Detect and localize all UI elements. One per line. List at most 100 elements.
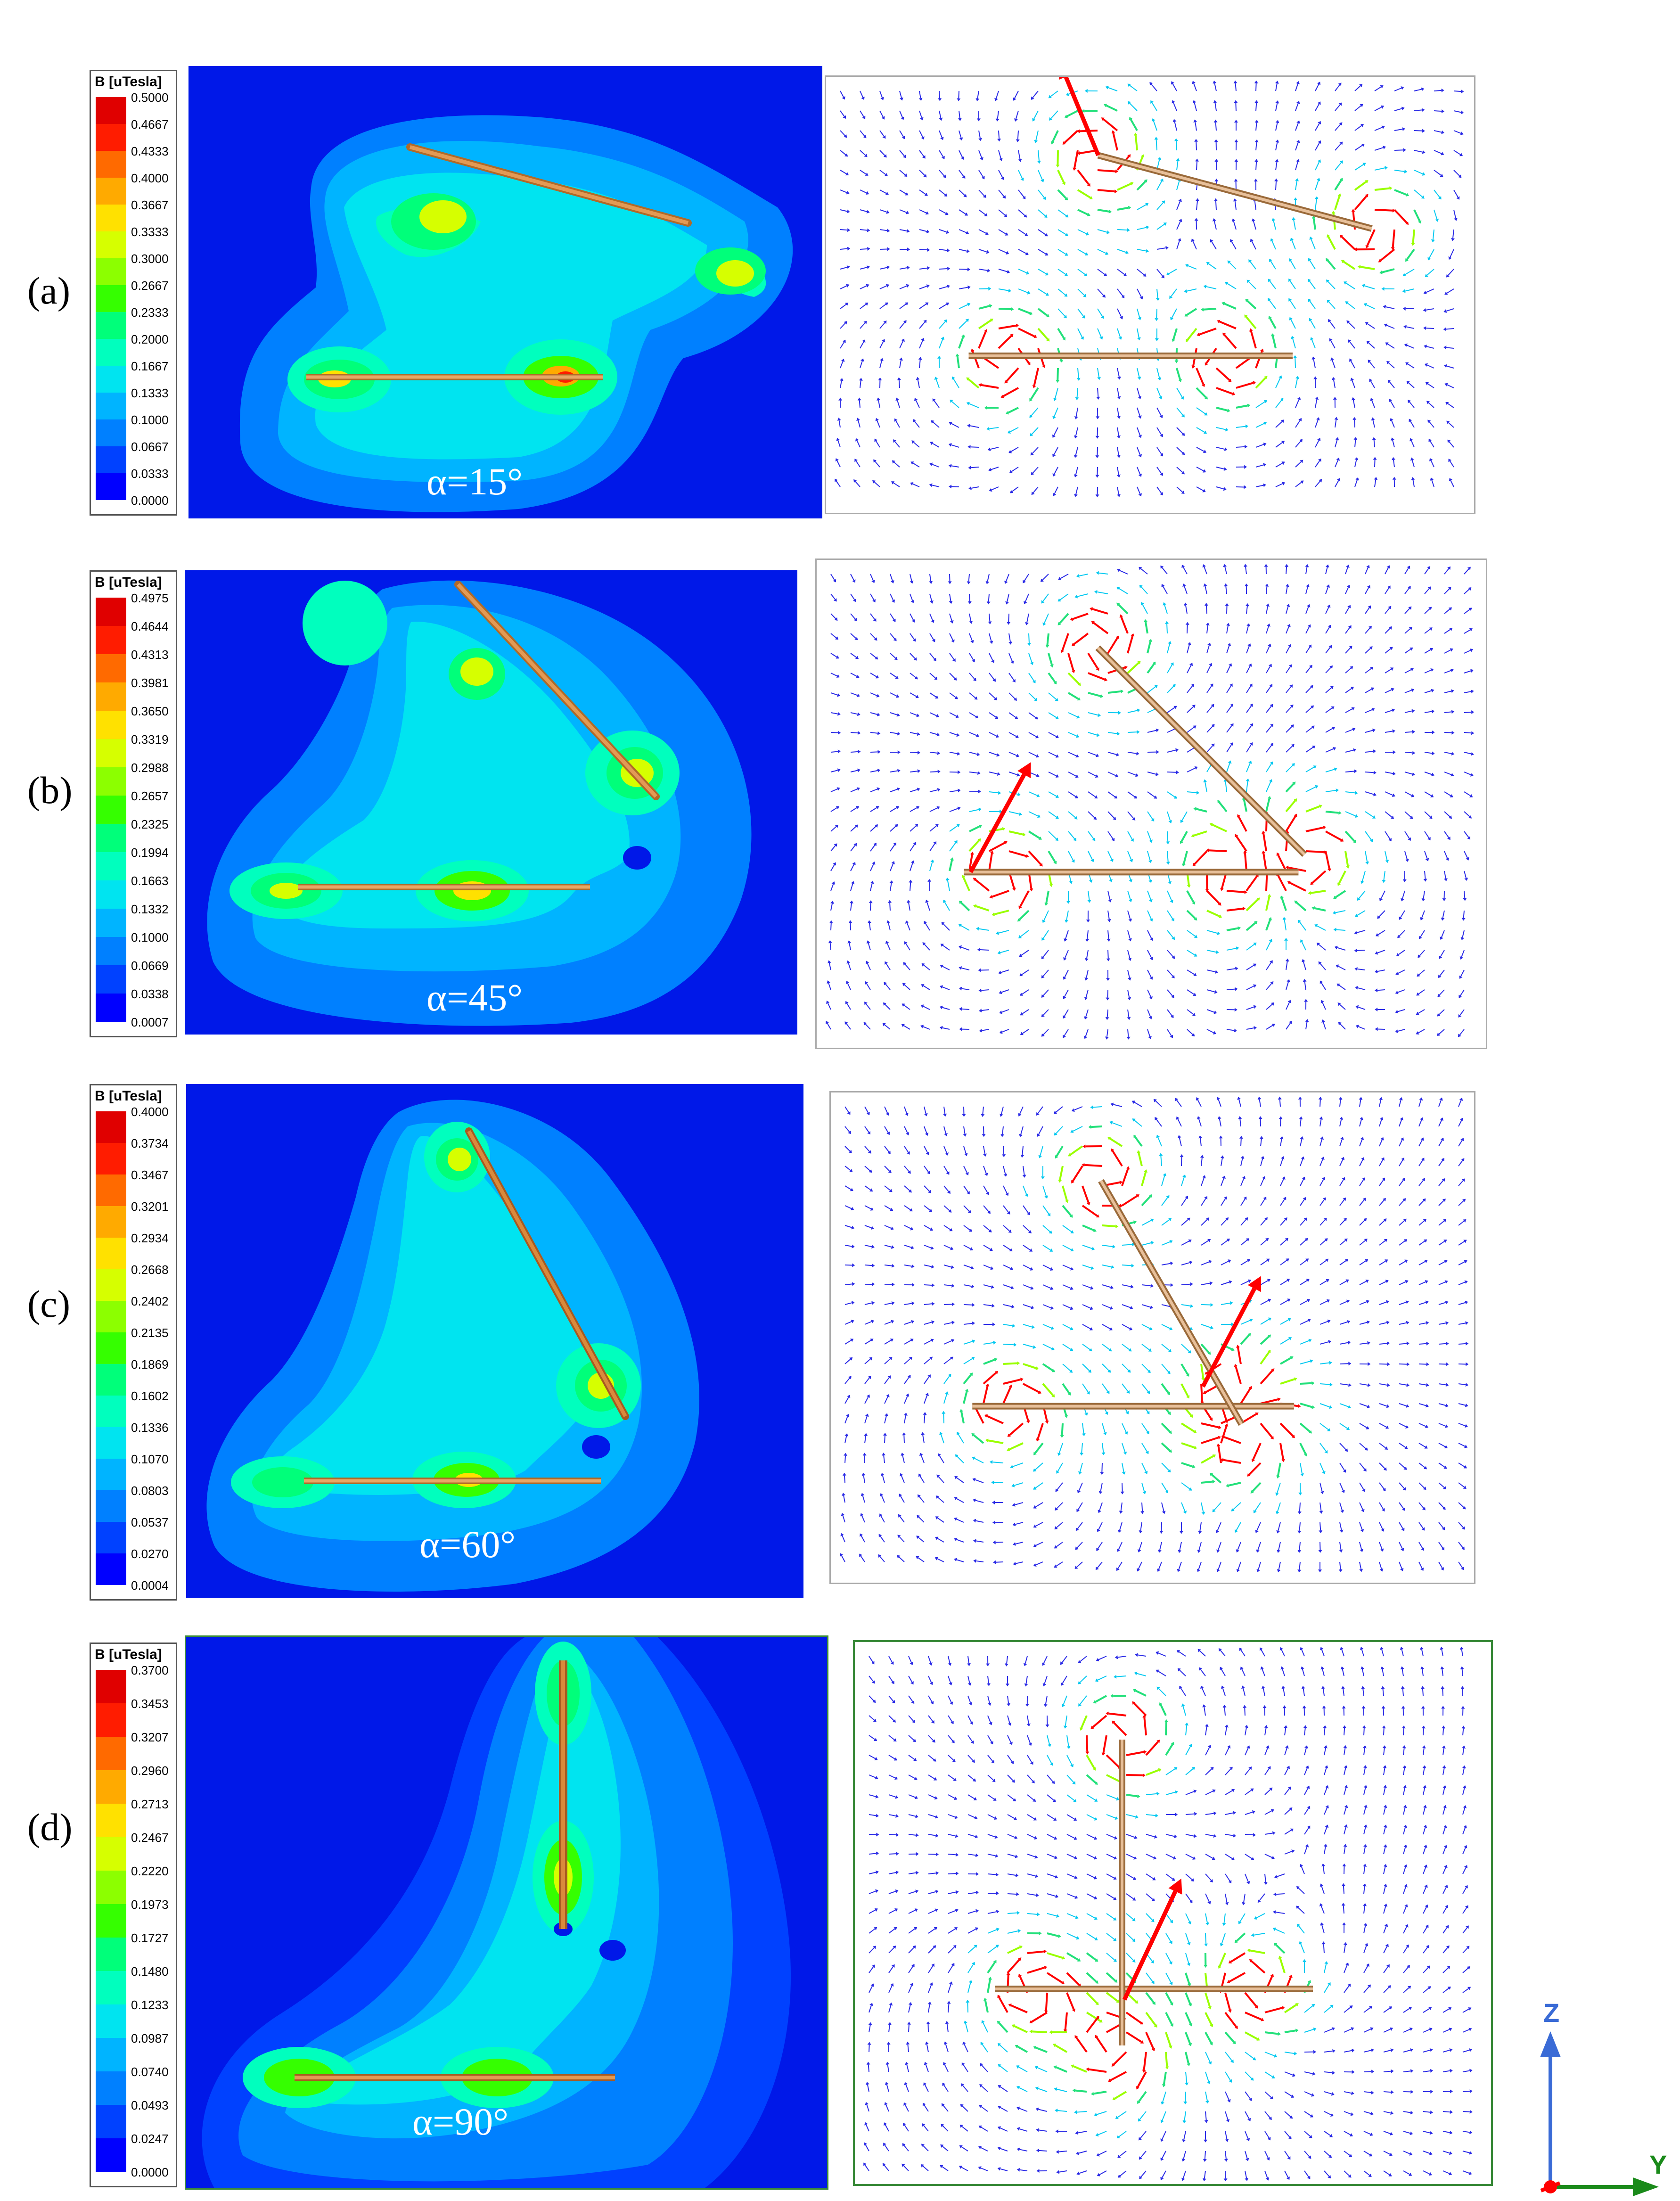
- legend-swatch: [96, 994, 126, 1022]
- legend-value: 0.0537: [131, 1515, 169, 1529]
- field-vector-plot-b: [815, 558, 1487, 1049]
- legend-value: 0.2667: [131, 279, 169, 293]
- panel-label-d: (d): [27, 1806, 73, 1848]
- legend-value: 0.3453: [131, 1697, 169, 1711]
- legend-swatch: [96, 2004, 126, 2038]
- legend-color-bar: [96, 1670, 126, 2172]
- legend-value: 0.1000: [131, 413, 169, 427]
- legend-value: 0.4313: [131, 648, 169, 662]
- field-magnitude-plot-d: [185, 1635, 828, 2190]
- legend-swatch: [96, 178, 126, 205]
- field-magnitude-plot-b: [185, 570, 797, 1035]
- legend-color-bar: [96, 1111, 126, 1585]
- legend-b: B [uTesla] 0.4975 0.4644 0.4313 0.3981 0.365…: [90, 570, 177, 1037]
- legend-swatch: [96, 339, 126, 366]
- legend-value: 0.0493: [131, 2098, 169, 2112]
- legend-value: 0.3201: [131, 1199, 169, 1214]
- alpha-label-b: α=45°: [426, 976, 523, 1019]
- legend-value: 0.3207: [131, 1730, 169, 1744]
- legend-swatch: [96, 880, 126, 909]
- legend-value: 0.3734: [131, 1136, 169, 1150]
- z-axis-arrowhead: [1540, 2031, 1561, 2057]
- legend-swatch: [96, 1459, 126, 1490]
- legend-swatch: [96, 124, 126, 151]
- legend-d: B [uTesla] 0.3700 0.3453 0.3207 0.2960 0.271…: [90, 1643, 177, 2187]
- legend-swatch: [96, 2071, 126, 2105]
- legend-swatch: [96, 393, 126, 419]
- vector-field-svg: [826, 564, 1475, 1040]
- legend-value: 0.4975: [131, 591, 169, 605]
- legend-swatch: [96, 654, 126, 682]
- legend-value: 0.2713: [131, 1797, 169, 1811]
- legend-swatch: [96, 1837, 126, 1871]
- legend-value: 0.0247: [131, 2132, 169, 2146]
- legend-value: 0.0000: [131, 493, 169, 508]
- legend-value: 0.2988: [131, 761, 169, 775]
- legend-value: 0.3333: [131, 225, 169, 239]
- legend-swatch: [96, 1804, 126, 1837]
- legend-value: 0.4000: [131, 1105, 169, 1119]
- legend-value: 0.2325: [131, 817, 169, 831]
- legend-swatch: [96, 1737, 126, 1770]
- legend-swatch: [96, 682, 126, 711]
- legend-value: 0.1480: [131, 1964, 169, 1979]
- alpha-label-a: α=15°: [426, 460, 523, 503]
- legend-value: 0.1333: [131, 386, 169, 400]
- field-magnitude-plot-c: [186, 1084, 803, 1598]
- legend-value: 0.2402: [131, 1294, 169, 1308]
- legend-swatch: [96, 1490, 126, 1522]
- legend-swatch: [96, 97, 126, 124]
- legend-swatch: [96, 258, 126, 285]
- legend-value: 0.1869: [131, 1357, 169, 1372]
- coordinate-axis-triad: Z Y: [1522, 1998, 1673, 2196]
- legend-swatch: [96, 1670, 126, 1703]
- legend-swatch: [96, 1703, 126, 1737]
- legend-swatch: [96, 1238, 126, 1269]
- legend-swatch: [96, 1770, 126, 1804]
- vector-field-svg: [863, 1646, 1473, 2182]
- legend-swatch: [96, 767, 126, 796]
- legend-swatch: [96, 739, 126, 767]
- legend-title: B [uTesla]: [95, 1088, 162, 1104]
- legend-value: 0.2220: [131, 1864, 169, 1878]
- legend-value: 0.1602: [131, 1389, 169, 1403]
- legend-swatch: [96, 1971, 126, 2004]
- legend-value: 0.2960: [131, 1764, 169, 1778]
- legend-title: B [uTesla]: [95, 1647, 162, 1662]
- vector-field-svg: [835, 77, 1464, 498]
- legend-swatch: [96, 1364, 126, 1396]
- legend-swatch: [96, 2105, 126, 2138]
- contour-svg: [206, 1100, 699, 1592]
- legend-value: 0.3467: [131, 1168, 169, 1182]
- legend-swatch: [96, 824, 126, 852]
- legend-value: 0.4667: [131, 117, 169, 131]
- legend-title: B [uTesla]: [95, 575, 162, 590]
- legend-value: 0.0669: [131, 959, 169, 973]
- legend-value: 0.0987: [131, 2031, 169, 2045]
- legend-value: 0.1994: [131, 846, 169, 860]
- legend-swatch: [96, 473, 126, 500]
- legend-value: 0.1667: [131, 359, 169, 373]
- legend-swatch: [96, 965, 126, 994]
- legend-value: 0.1070: [131, 1452, 169, 1466]
- legend-swatch: [96, 151, 126, 178]
- legend-value: 0.3700: [131, 1663, 169, 1677]
- contour-svg: [202, 1637, 791, 2188]
- legend-swatch: [96, 1143, 126, 1174]
- legend-swatch: [96, 1938, 126, 1971]
- legend-value: 0.0004: [131, 1578, 169, 1593]
- alpha-label-d: α=90°: [412, 2100, 508, 2143]
- legend-value: 0.2934: [131, 1231, 169, 1245]
- legend-swatch: [96, 366, 126, 393]
- legend-value: 0.1233: [131, 1998, 169, 2012]
- legend-swatch: [96, 1269, 126, 1301]
- legend-value: 0.2668: [131, 1263, 169, 1277]
- legend-value: 0.0270: [131, 1547, 169, 1561]
- legend-value: 0.1336: [131, 1421, 169, 1435]
- legend-value: 0.3319: [131, 732, 169, 747]
- legend-value: 0.4333: [131, 144, 169, 158]
- legend-swatch: [96, 1301, 126, 1332]
- legend-swatch: [96, 909, 126, 937]
- legend-value: 0.3000: [131, 252, 169, 266]
- legend-swatch: [96, 937, 126, 965]
